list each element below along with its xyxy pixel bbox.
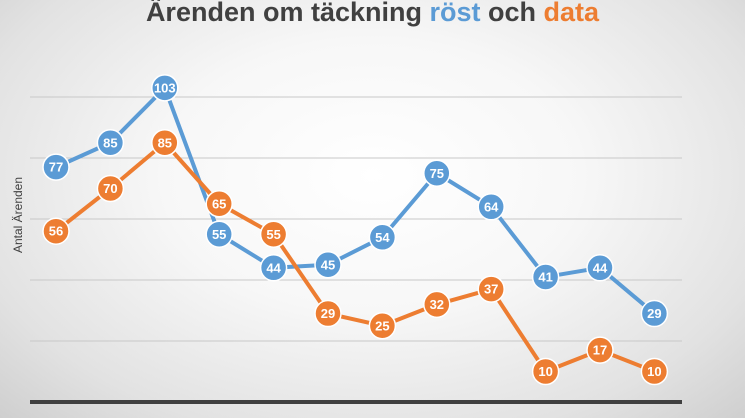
data-point-röst [205, 220, 233, 248]
data-label-röst: 29 [647, 306, 661, 321]
data-label-röst: 41 [538, 269, 552, 284]
data-label-data: 10 [538, 364, 552, 379]
data-label-röst: 75 [430, 166, 444, 181]
data-point-data [531, 357, 560, 386]
data-label-data: 25 [375, 318, 389, 333]
data-point-data [42, 217, 70, 245]
data-point-röst [640, 299, 669, 328]
data-point-data [423, 290, 451, 319]
data-point-data [477, 275, 505, 303]
chart-title: Ärenden om täckning röst och data [0, 0, 745, 28]
data-point-data [640, 357, 669, 386]
title-word-data: data [543, 0, 600, 27]
data-point-data [259, 220, 288, 248]
title-part-1: Ärenden om täckning [145, 0, 430, 27]
data-label-data: 17 [593, 343, 607, 358]
series-line-data [54, 140, 656, 374]
data-point-röst [586, 254, 614, 282]
data-label-röst: 64 [484, 199, 499, 214]
data-point-data [151, 129, 179, 157]
data-point-röst [259, 254, 288, 282]
data-label-röst: 44 [266, 260, 281, 275]
data-label-röst: 103 [154, 80, 176, 95]
data-point-röst [477, 193, 505, 221]
data-label-data: 65 [212, 196, 226, 211]
data-label-röst: 45 [321, 257, 335, 272]
data-point-data [96, 174, 125, 203]
data-label-data: 55 [266, 227, 280, 242]
data-point-röst [42, 153, 70, 181]
data-label-data: 70 [103, 181, 117, 196]
data-point-data [205, 190, 233, 218]
data-point-röst [314, 251, 342, 279]
data-point-data [314, 299, 342, 328]
data-label-data: 32 [430, 297, 444, 312]
data-label-data: 29 [321, 306, 335, 321]
data-label-röst: 55 [212, 227, 226, 242]
title-part-3: och [480, 0, 544, 27]
data-point-röst [531, 263, 560, 291]
data-label-röst: 54 [375, 230, 390, 245]
data-label-data: 85 [158, 135, 172, 150]
data-point-röst [423, 159, 451, 187]
data-point-röst [151, 74, 179, 102]
data-label-röst: 77 [49, 160, 63, 175]
title-word-rost: röst [429, 0, 481, 27]
data-point-data [586, 336, 614, 364]
data-label-data: 10 [647, 364, 661, 379]
data-point-röst [96, 129, 125, 157]
data-point-data [368, 312, 397, 340]
data-label-data: 37 [484, 282, 498, 297]
data-label-data: 56 [49, 224, 63, 239]
data-label-röst: 44 [593, 260, 608, 275]
data-point-röst [368, 223, 397, 252]
data-label-röst: 85 [103, 135, 117, 150]
